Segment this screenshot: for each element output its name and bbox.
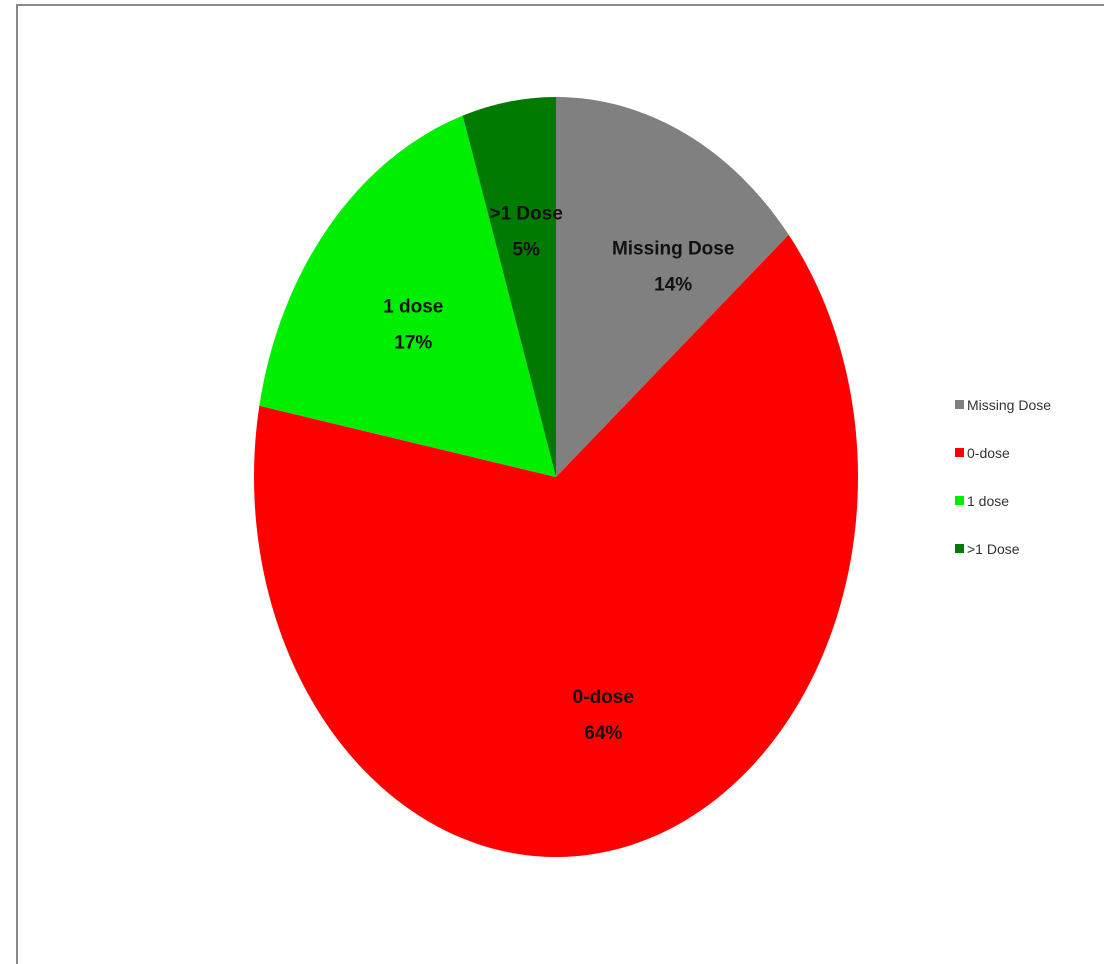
pie-slice-missing-dose xyxy=(556,97,789,477)
pie-slice-labels: Missing Dose 14% 0-dose 64% 1 dose 17% >1 Dose… xyxy=(383,203,734,744)
legend-label-missing-dose: Missing Dose xyxy=(967,397,1051,413)
legend-swatch-gt1-dose xyxy=(955,544,964,553)
legend-label-gt1-dose: >1 Dose xyxy=(967,541,1020,557)
pie-chart: Missing Dose 14% 0-dose 64% 1 dose 17% >1 Dose… xyxy=(254,97,1051,858)
chart-frame xyxy=(16,4,1104,964)
slice-percent-1-dose: 17% xyxy=(394,333,432,354)
slice-percent-0-dose: 64% xyxy=(584,723,622,744)
slice-label-missing-dose: Missing Dose xyxy=(612,238,734,259)
slice-label-1-dose: 1 dose xyxy=(383,297,443,318)
legend-swatch-1-dose xyxy=(955,496,964,505)
legend-swatch-missing-dose xyxy=(955,400,964,409)
legend-label-0-dose: 0-dose xyxy=(967,445,1010,461)
pie-slices xyxy=(254,97,859,858)
legend-swatch-0-dose xyxy=(955,448,964,457)
legend-label-1-dose: 1 dose xyxy=(967,493,1009,509)
slice-percent-missing-dose: 14% xyxy=(654,274,692,295)
slice-label-gt1-dose: >1 Dose xyxy=(489,203,562,224)
slice-percent-gt1-dose: 5% xyxy=(512,239,540,260)
legend: Missing Dose 0-dose 1 dose >1 Dose xyxy=(955,397,1051,557)
pie-slice-gt1-dose xyxy=(462,97,556,477)
pie-slice-0-dose xyxy=(254,234,859,858)
pie-slice-1-dose xyxy=(259,115,556,477)
slice-label-0-dose: 0-dose xyxy=(573,687,634,708)
